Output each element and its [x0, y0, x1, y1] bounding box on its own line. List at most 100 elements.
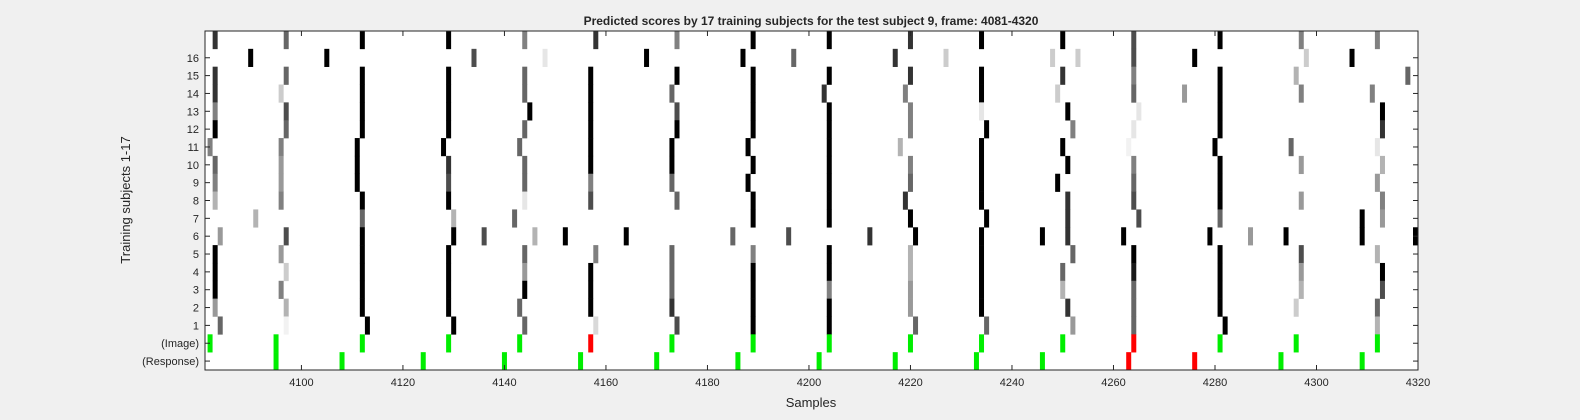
score-cell [212, 31, 218, 50]
response-event-marker [273, 352, 279, 371]
score-cell [207, 138, 213, 157]
score-cell [1060, 31, 1066, 50]
image-event-marker [588, 334, 594, 353]
score-cell [522, 245, 528, 264]
score-cell [979, 102, 985, 121]
response-event-marker [420, 352, 426, 371]
score-cell [1379, 155, 1385, 175]
image-event-marker [1374, 334, 1380, 353]
score-cell [1359, 227, 1365, 246]
score-cell [1060, 262, 1066, 282]
score-cell [1055, 173, 1061, 192]
score-cell [212, 245, 218, 264]
score-cell [212, 173, 218, 192]
score-cell [522, 191, 528, 210]
plot-area [205, 31, 1418, 370]
score-cell [826, 31, 832, 50]
score-cell [730, 227, 736, 246]
score-cell [1131, 66, 1137, 85]
score-cell [1212, 138, 1218, 157]
score-cell [1039, 227, 1045, 246]
score-cell [212, 66, 218, 85]
x-axis: 4100 4120 4140 4160 4180 4200 4220 4240 4260 4280… [289, 31, 1430, 389]
score-cell [446, 120, 452, 139]
score-cell [1131, 262, 1137, 282]
score-cell [446, 262, 452, 282]
score-cell [1298, 31, 1304, 50]
score-cell [1131, 280, 1137, 299]
score-cell [212, 84, 218, 103]
score-cell [750, 280, 756, 299]
score-cell [517, 138, 523, 157]
score-cell [451, 227, 457, 246]
score-cell [359, 31, 365, 50]
score-cell [1131, 316, 1137, 335]
score-cell [1405, 66, 1411, 85]
score-cell [669, 138, 675, 157]
x-tick-label: 4180 [695, 377, 719, 389]
score-cell [907, 262, 913, 282]
score-cell [1065, 298, 1071, 317]
score-cell [1298, 262, 1304, 282]
x-tick-label: 4280 [1203, 377, 1227, 389]
y-tick-label: (Response) [142, 356, 199, 368]
score-cell [522, 155, 528, 175]
score-cell [867, 227, 873, 246]
response-event-marker [892, 352, 898, 371]
score-cell [984, 209, 990, 228]
score-cell [979, 298, 985, 317]
score-cell [588, 138, 594, 157]
score-cell [1374, 31, 1380, 50]
y-tick-label: 6 [193, 231, 199, 243]
x-tick-label: 4120 [391, 377, 415, 389]
score-cell [512, 209, 518, 228]
score-cell [253, 209, 259, 228]
score-cell [446, 66, 452, 85]
score-cell [1217, 31, 1223, 50]
score-cell [669, 173, 675, 192]
score-cell [446, 155, 452, 175]
score-cell [674, 31, 680, 50]
score-cell [283, 316, 289, 335]
score-cell [1192, 48, 1198, 67]
score-cell [1131, 31, 1137, 50]
score-cell [1065, 191, 1071, 210]
y-tick-label: 11 [188, 142, 199, 154]
score-cell [359, 191, 365, 210]
score-cell [359, 245, 365, 264]
score-cell [1298, 155, 1304, 175]
score-cell [1070, 316, 1076, 335]
response-event-marker [973, 352, 979, 371]
image-event-marker [517, 334, 523, 353]
score-cell [979, 227, 985, 246]
score-cell [1131, 298, 1137, 317]
score-cell [527, 102, 533, 121]
score-cell [907, 280, 913, 299]
response-event-marker [501, 352, 507, 371]
score-cell [1075, 48, 1081, 67]
score-cell [588, 173, 594, 192]
score-cell [745, 138, 751, 157]
score-cell [1283, 227, 1289, 246]
image-event-marker [1293, 334, 1299, 353]
score-cell [1374, 138, 1380, 157]
score-cell [359, 66, 365, 85]
score-cell [674, 120, 680, 139]
image-event-marker [1131, 334, 1137, 353]
score-cell [745, 173, 751, 192]
score-cell [826, 262, 832, 282]
score-cell [674, 66, 680, 85]
x-tick-label: 4240 [1000, 377, 1024, 389]
response-event-marker [1278, 352, 1284, 371]
score-cell [1374, 245, 1380, 264]
score-cell [1131, 191, 1137, 210]
score-cell [979, 138, 985, 157]
score-cell [1298, 84, 1304, 103]
score-cell [750, 209, 756, 228]
score-cell [522, 173, 528, 192]
score-cell [1065, 209, 1071, 228]
score-cell [446, 191, 452, 210]
score-cell [1065, 155, 1071, 175]
y-tick-label: 9 [193, 178, 199, 190]
score-cell [1217, 262, 1223, 282]
